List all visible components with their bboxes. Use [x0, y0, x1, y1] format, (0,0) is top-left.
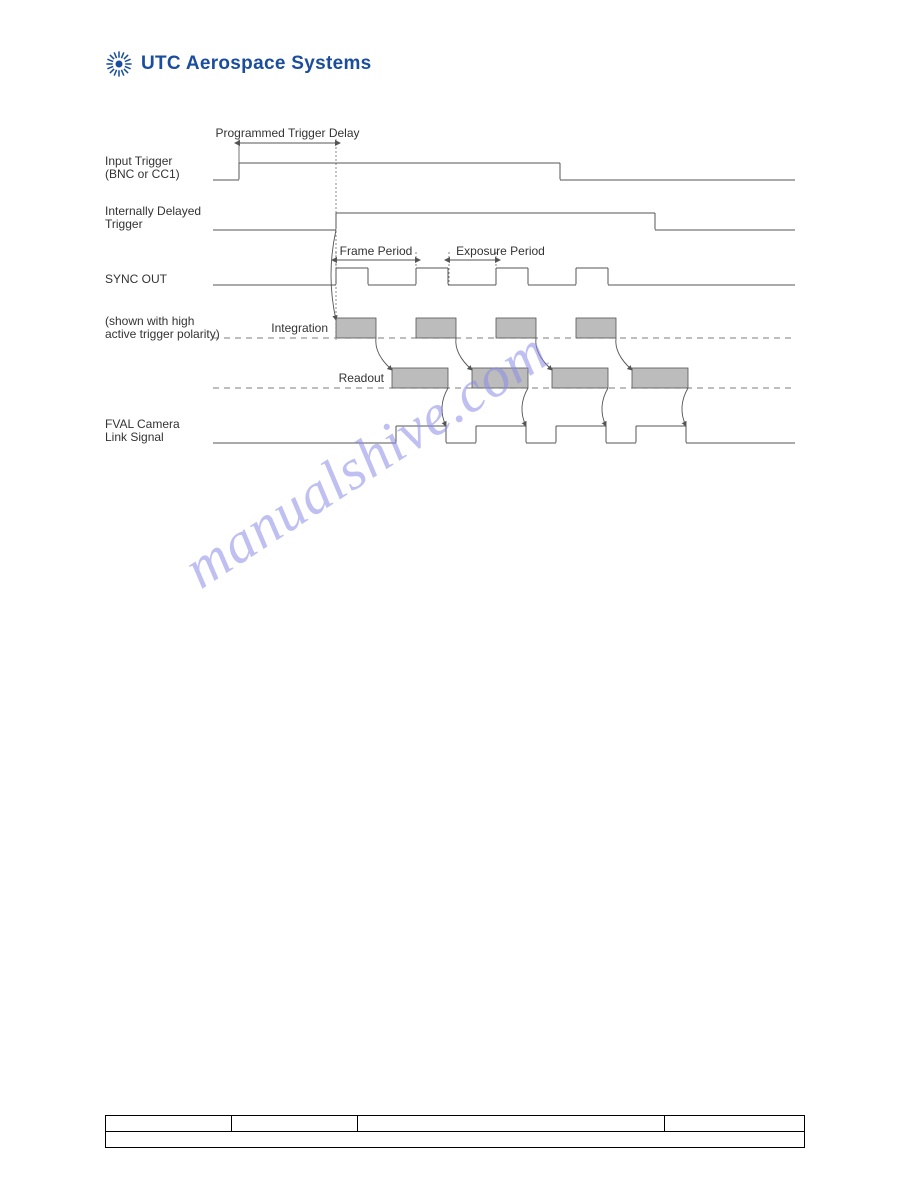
svg-text:active trigger polarity): active trigger polarity) — [105, 327, 220, 341]
svg-text:(BNC or CC1): (BNC or CC1) — [105, 167, 180, 181]
svg-text:Integration: Integration — [271, 321, 328, 335]
brand-name: UTC Aerospace Systems — [141, 53, 372, 75]
footer-row-2 — [106, 1132, 805, 1148]
footer-cell — [231, 1116, 357, 1132]
footer-cell — [106, 1116, 232, 1132]
svg-text:Programmed Trigger Delay: Programmed Trigger Delay — [215, 126, 359, 140]
svg-text:Exposure Period: Exposure Period — [456, 244, 545, 258]
footer-row-1 — [106, 1116, 805, 1132]
document-page: UTC Aerospace Systems Programmed Trigger… — [0, 0, 918, 1188]
svg-text:Trigger: Trigger — [105, 217, 143, 231]
svg-text:Internally Delayed: Internally Delayed — [105, 204, 201, 218]
svg-text:Frame Period: Frame Period — [340, 244, 413, 258]
sunburst-icon — [105, 50, 133, 78]
footer-cell — [357, 1116, 665, 1132]
footer-cell-wide — [106, 1132, 805, 1148]
svg-text:(shown with high: (shown with high — [105, 314, 194, 328]
svg-text:Readout: Readout — [339, 371, 385, 385]
svg-text:SYNC OUT: SYNC OUT — [105, 272, 168, 286]
svg-text:FVAL Camera: FVAL Camera — [105, 417, 180, 431]
footer-cell — [665, 1116, 805, 1132]
svg-text:Link Signal: Link Signal — [105, 430, 164, 444]
timing-diagram-svg: Programmed Trigger Delay Input Trigger(BN… — [105, 125, 805, 465]
svg-text:Input Trigger: Input Trigger — [105, 154, 172, 168]
brand-logo: UTC Aerospace Systems — [105, 50, 372, 78]
timing-diagram: Programmed Trigger Delay Input Trigger(BN… — [105, 125, 805, 465]
footer-table — [105, 1115, 805, 1148]
